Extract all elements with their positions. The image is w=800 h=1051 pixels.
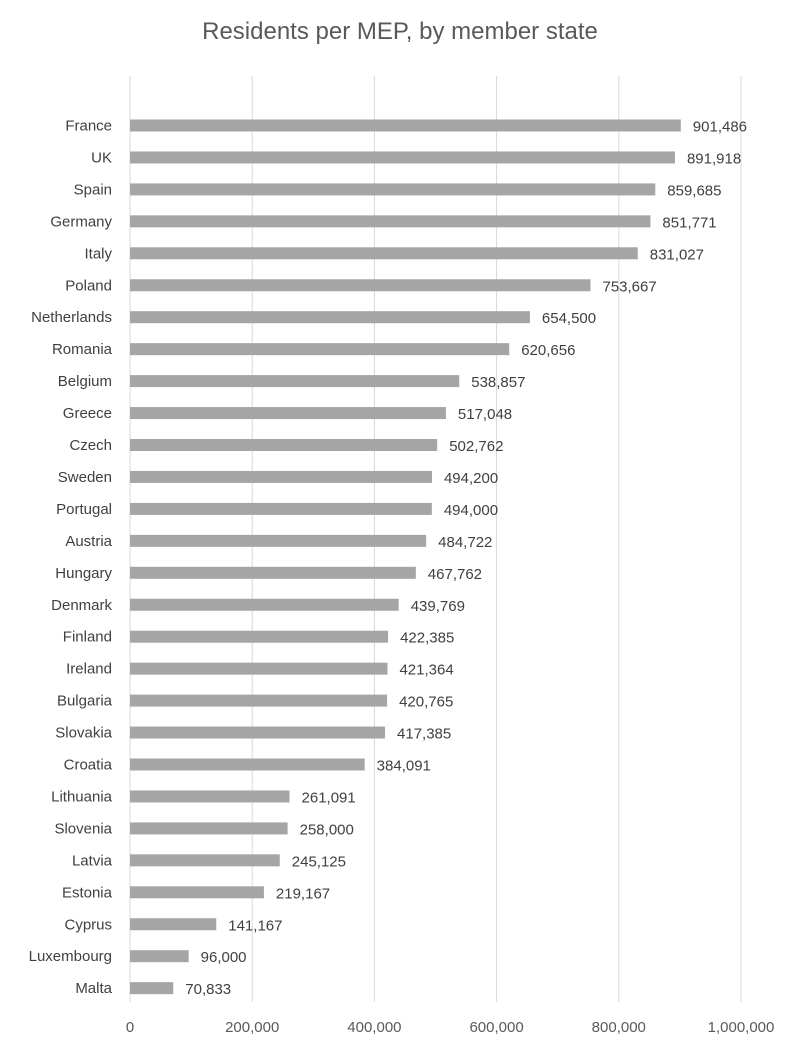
bar [130, 119, 681, 132]
bar [130, 470, 432, 483]
category-label: Romania [52, 341, 113, 358]
bar [130, 183, 656, 196]
category-label: UK [91, 149, 112, 166]
data-label: 538,857 [471, 374, 525, 391]
x-tick-label: 800,000 [592, 1019, 646, 1036]
bar [130, 151, 675, 164]
category-label: Bulgaria [57, 693, 113, 710]
data-label: 417,385 [397, 726, 451, 743]
data-label: 467,762 [428, 566, 482, 583]
data-label: 654,500 [542, 310, 596, 327]
data-label: 70,833 [185, 981, 231, 998]
category-label: Estonia [62, 884, 113, 901]
bar [130, 982, 174, 995]
data-label: 494,000 [444, 502, 498, 519]
bar [130, 886, 264, 899]
bar [130, 215, 651, 228]
category-label: Cyprus [64, 916, 112, 933]
bar [130, 918, 217, 931]
bar [130, 662, 388, 675]
data-label: 831,027 [650, 246, 704, 263]
data-label: 245,125 [292, 853, 346, 870]
x-tick-label: 0 [126, 1019, 134, 1036]
bar [130, 694, 388, 707]
bar [130, 311, 530, 324]
bar [130, 407, 446, 420]
category-label: Luxembourg [29, 948, 112, 965]
data-label: 620,656 [521, 342, 575, 359]
data-label: 439,769 [411, 598, 465, 615]
bar [130, 566, 416, 579]
bar [130, 822, 288, 835]
data-label: 261,091 [302, 789, 356, 806]
category-label: Portugal [56, 501, 112, 518]
data-label: 421,364 [399, 662, 453, 679]
bar [130, 758, 365, 771]
x-tick-label: 400,000 [347, 1019, 401, 1036]
bar [130, 439, 438, 451]
category-label: Greece [63, 405, 112, 422]
bar [130, 502, 432, 515]
bar [130, 247, 638, 260]
data-label: 384,091 [377, 758, 431, 775]
data-label: 420,765 [399, 694, 453, 711]
data-label: 859,685 [667, 182, 721, 199]
category-label: France [65, 118, 112, 135]
category-label: Germany [50, 213, 112, 230]
data-label: 96,000 [201, 949, 247, 966]
data-label: 258,000 [300, 821, 354, 838]
category-label: Sweden [58, 469, 112, 486]
data-label: 484,722 [438, 534, 492, 551]
category-label: Czech [69, 437, 112, 454]
data-label: 502,762 [449, 438, 503, 455]
data-label: 517,048 [458, 406, 512, 423]
bar [130, 950, 189, 963]
bar [130, 343, 510, 356]
chart-title: Residents per MEP, by member state [202, 18, 598, 45]
bar [130, 375, 460, 388]
category-label: Finland [63, 629, 112, 646]
category-label: Latvia [72, 852, 113, 869]
category-label: Hungary [55, 565, 112, 582]
data-label: 422,385 [400, 630, 454, 647]
bar [130, 534, 427, 547]
category-label: Netherlands [31, 309, 112, 326]
x-tick-label: 200,000 [225, 1019, 279, 1036]
category-label: Slovenia [54, 820, 112, 837]
category-label: Spain [74, 181, 112, 198]
category-label: Lithuania [51, 788, 113, 805]
data-label: 891,918 [687, 150, 741, 167]
data-label: 901,486 [693, 119, 747, 136]
x-tick-label: 600,000 [469, 1019, 523, 1036]
data-label: 219,167 [276, 885, 330, 902]
category-label: Denmark [51, 597, 112, 614]
category-label: Italy [84, 245, 112, 262]
category-label: Malta [75, 980, 112, 997]
x-tick-label: 1,000,000 [708, 1019, 775, 1036]
category-label: Austria [65, 533, 112, 550]
category-label: Ireland [66, 661, 112, 678]
bar [130, 726, 386, 739]
bar [130, 279, 591, 292]
bar [130, 630, 389, 643]
category-label: Poland [65, 277, 112, 294]
category-label: Slovakia [55, 725, 112, 742]
category-label: Belgium [58, 373, 112, 390]
data-label: 753,667 [602, 278, 656, 295]
bar [130, 790, 290, 803]
bar [130, 854, 280, 867]
category-label: Croatia [64, 757, 113, 774]
data-label: 494,200 [444, 470, 498, 487]
data-label: 141,167 [228, 917, 282, 934]
bar [130, 598, 399, 611]
data-label: 851,771 [662, 214, 716, 231]
